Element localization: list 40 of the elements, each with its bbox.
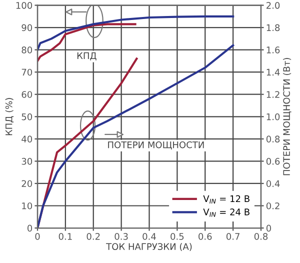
x-tick-label: 0 [35,233,40,240]
x-tick-label: 0.7 [226,233,240,240]
x-tick-label: 0.6 [198,233,212,240]
y2-tick-label: 1.2 [266,91,280,98]
x-tick-label: 0.1 [58,233,72,240]
y2-axis-title: ПОТЕРИ МОЩНОСТИ (Вт) [283,58,292,176]
x-tick-label: 0.4 [142,233,156,240]
x-tick-label: 0.2 [86,233,100,240]
y-tick-label: 70 [22,68,32,76]
line-series [38,23,136,62]
y-axis-title: КПД (%) [5,98,14,136]
y2-tick-label: 1.6 [266,46,280,54]
y2-tick-label: 1.4 [266,68,280,76]
x-tick-label: 0.5 [170,233,184,240]
y2-tick-label: 0 [266,224,272,232]
y2-tick-label: 0.6 [266,158,280,165]
y-tick-label: 0 [27,224,32,232]
legend-label: V$_{IN}$ = 24 В [203,208,250,217]
y-tick-label: 80 [22,46,32,54]
y-tick-label: 90 [22,24,32,32]
y2-tick-label: 0.4 [266,180,280,188]
y-tick-label: 40 [22,136,32,142]
y2-tick-label: 1.0 [266,113,280,120]
y2-tick-label: 0.2 [266,202,280,210]
y-tick-label: 60 [22,91,32,98]
y-tick-label: 10 [22,202,32,210]
x-tick-label: 0.3 [114,233,128,240]
annotation: КПД [77,52,96,60]
line-series [38,15,234,51]
y2-tick-label: 0.8 [266,136,280,142]
y-tick-label: 100 [16,2,32,9]
y-tick-label: 50 [22,113,32,120]
annotation: ПОТЕРИ МОЩНОСТИ [108,141,204,150]
y-tick-label: 20 [22,180,32,188]
y-tick-label: 30 [22,158,32,165]
x-axis-title: ТОК НАГРУЗКИ (A) [106,243,192,252]
legend-label: V$_{IN}$ = 12 В [203,195,250,204]
y2-tick-label: 1.8 [266,24,280,32]
y2-tick-label: 2.0 [266,2,280,9]
x-tick-label: 0.8 [254,233,268,240]
